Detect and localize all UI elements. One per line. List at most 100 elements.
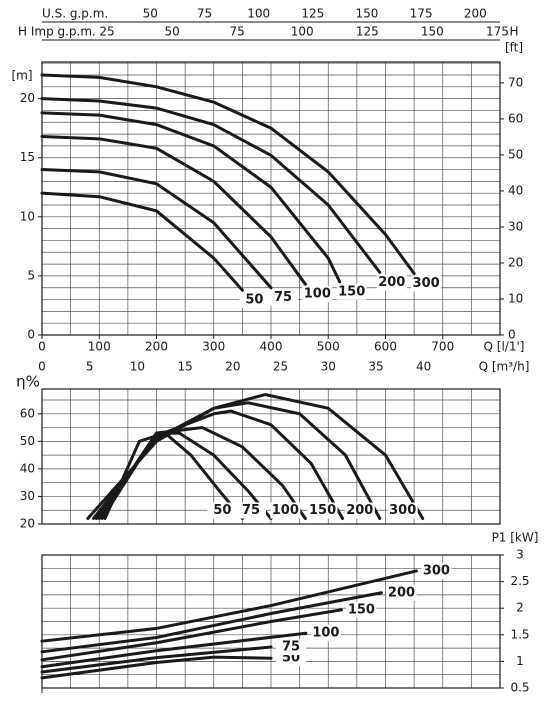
x-tick-label: 700 <box>431 340 454 354</box>
x2-tick-label: 20 <box>225 360 240 374</box>
y-tick-label: 50 <box>20 434 35 448</box>
y-tick-label: 60 <box>20 406 35 420</box>
y-axis-label: P1 [kW] <box>492 531 539 545</box>
label-box <box>268 289 298 306</box>
x2-tick-label: 25 <box>273 360 288 374</box>
series-label: 100 <box>312 626 339 641</box>
y2-tick-label: 30 <box>508 219 523 233</box>
x2-tick-label: 0 <box>38 360 46 374</box>
label-box <box>302 286 333 303</box>
top-tick-label: 150 <box>356 7 379 21</box>
top-tick-label: 25 <box>99 25 114 39</box>
label-box <box>336 283 367 300</box>
label-box <box>346 601 377 618</box>
series-label: 75 <box>282 640 300 655</box>
y-tick-label: 3 <box>516 548 524 562</box>
curve <box>94 409 345 520</box>
x-tick-label: 300 <box>202 340 225 354</box>
label-box <box>276 639 306 656</box>
x2-tick-label: 30 <box>321 360 336 374</box>
curve <box>40 134 307 286</box>
curve <box>40 111 342 284</box>
series-label: 200 <box>378 275 405 290</box>
series-label: 150 <box>309 503 336 518</box>
top-tick-label: 125 <box>301 7 324 21</box>
x-tick-label: 200 <box>145 340 168 354</box>
curve <box>86 392 425 520</box>
curve <box>40 168 273 290</box>
series-label: 50 <box>245 293 263 308</box>
label-box <box>344 502 375 519</box>
label-box <box>376 274 407 291</box>
y2-tick-label: 40 <box>508 183 523 197</box>
y-tick-label: 1.5 <box>510 627 529 641</box>
x-tick-label: 500 <box>317 340 340 354</box>
label-box <box>411 275 442 292</box>
y-tick-label: 2 <box>516 601 524 615</box>
curve <box>40 569 418 643</box>
y2-tick-label: 50 <box>508 147 523 161</box>
series-label: 50 <box>213 503 231 518</box>
y2-tick-label: 10 <box>508 291 523 305</box>
top-tick-label: 150 <box>421 25 444 39</box>
top-tick-label: 75 <box>230 25 245 39</box>
y2-axis-label: [ft] <box>505 41 523 55</box>
top-tick-label: 100 <box>247 7 270 21</box>
curve <box>92 401 382 520</box>
y2-tick-label: 70 <box>508 75 523 89</box>
x-tick-label: 400 <box>260 340 283 354</box>
x2-tick-label: 15 <box>177 360 192 374</box>
y2-tick-label: 0 <box>508 328 516 342</box>
series-label: 300 <box>413 276 440 291</box>
curve <box>40 608 343 662</box>
curve <box>40 631 308 669</box>
top-tick-label: 175 <box>486 25 509 39</box>
label-box <box>207 502 238 519</box>
series-label: 100 <box>272 503 299 518</box>
top-tick-label: 75 <box>197 7 212 21</box>
label-box <box>307 502 338 519</box>
top-axis-label: H Imp g.p.m. <box>18 25 96 39</box>
top-tick-label: 50 <box>164 25 179 39</box>
curve <box>40 591 383 654</box>
curve <box>40 645 273 674</box>
y-tick-label: 1 <box>516 654 524 668</box>
y-tick-label: 20 <box>20 517 35 531</box>
series-label: 150 <box>348 602 375 617</box>
top-tick-label: 100 <box>291 25 314 39</box>
series-label: 75 <box>274 290 292 305</box>
label-box <box>239 292 270 309</box>
label-box <box>386 584 417 601</box>
x-tick-label: 600 <box>374 340 397 354</box>
x-tick-label: 0 <box>38 340 46 354</box>
series-label: 300 <box>423 563 450 578</box>
y-axis-label: η% <box>16 373 40 391</box>
series-label: 200 <box>346 503 373 518</box>
top-axis-label: U.S. g.p.m. <box>42 7 108 21</box>
x2-tick-label: 10 <box>130 360 145 374</box>
curve <box>103 431 244 520</box>
curve <box>40 73 416 276</box>
series-label: 75 <box>242 503 260 518</box>
x2-tick-label: 35 <box>368 360 383 374</box>
y-tick-label: 30 <box>20 489 35 503</box>
top-tick-label: 125 <box>356 25 379 39</box>
curve <box>40 655 273 680</box>
x-axis-label: Q [l/1'] <box>484 340 525 354</box>
y-tick-label: 40 <box>20 461 35 475</box>
y-axis-label: [m] <box>11 69 32 83</box>
label-box <box>421 562 452 579</box>
series-label: 200 <box>388 585 415 600</box>
top-tick-label: 50 <box>143 7 158 21</box>
y-tick-label: 0 <box>27 328 35 342</box>
label-box <box>236 502 266 519</box>
y2-axis-title: H <box>509 25 518 39</box>
curve <box>40 97 382 274</box>
y2-tick-label: 60 <box>508 111 523 125</box>
y-tick-label: 10 <box>20 209 35 223</box>
plot-frame <box>41 388 501 525</box>
x2-tick-label: 40 <box>416 360 431 374</box>
x-tick-label: 100 <box>88 340 111 354</box>
x2-axis-label: Q [m³/h] <box>479 360 530 374</box>
